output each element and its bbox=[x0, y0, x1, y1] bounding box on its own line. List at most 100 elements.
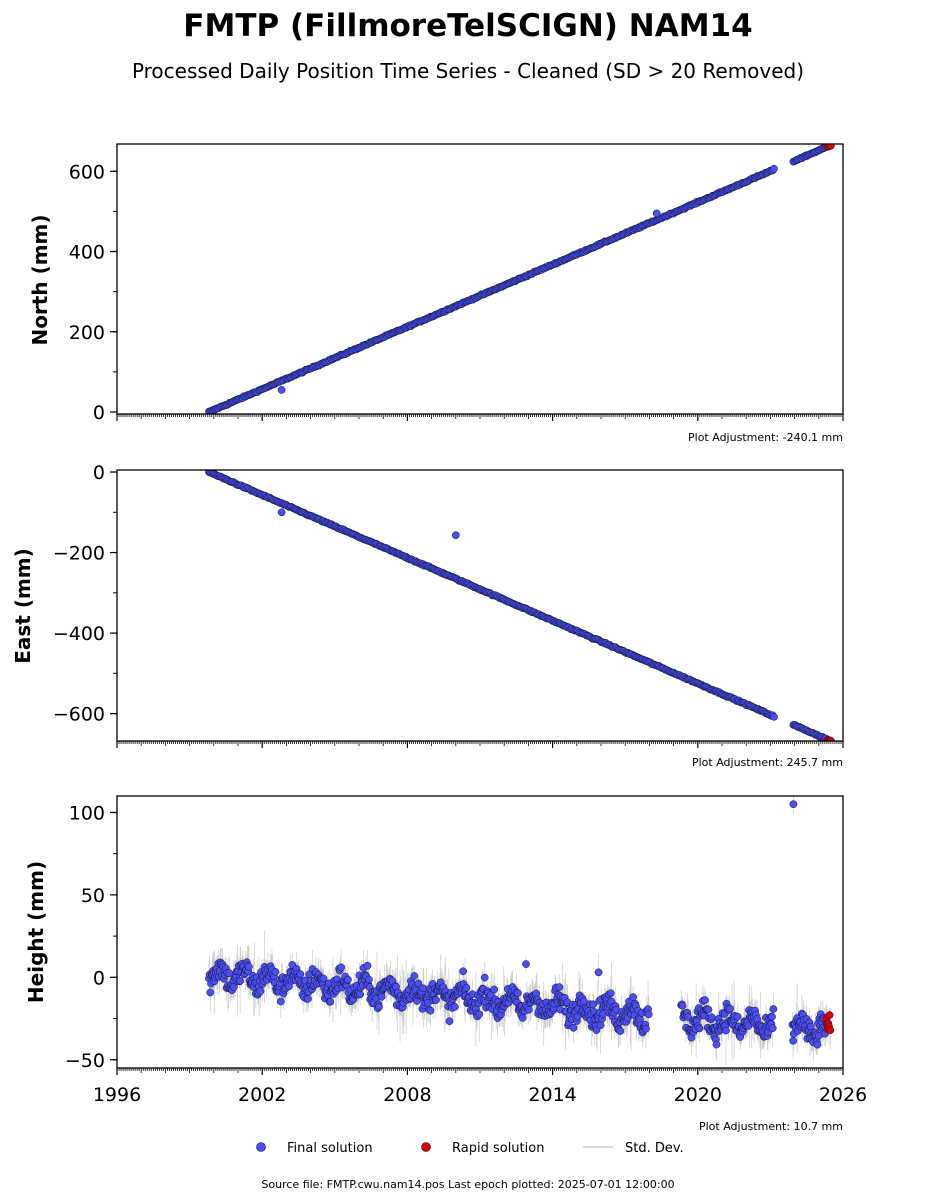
final-point bbox=[514, 989, 522, 997]
legend-label-stddev: Std. Dev. bbox=[625, 1141, 684, 1156]
final-point bbox=[770, 164, 778, 173]
chart-subtitle: Processed Daily Position Time Series - C… bbox=[132, 59, 804, 83]
final-point bbox=[236, 976, 244, 985]
ytick-label: 400 bbox=[69, 242, 105, 264]
xtick-label: 2026 bbox=[819, 1084, 867, 1106]
final-point bbox=[304, 995, 312, 1003]
xtick-label: 2020 bbox=[674, 1084, 722, 1106]
final-point bbox=[356, 990, 364, 999]
ytick-label: 0 bbox=[93, 462, 105, 484]
final-point bbox=[813, 1040, 822, 1049]
rapid-point bbox=[826, 1026, 835, 1035]
rapid-point bbox=[827, 144, 835, 150]
legend-marker-rapid bbox=[421, 1142, 431, 1152]
final-point bbox=[277, 386, 286, 394]
final-point bbox=[414, 979, 423, 988]
final-point bbox=[768, 1012, 776, 1021]
final-point bbox=[480, 973, 489, 982]
series-points bbox=[205, 796, 835, 1065]
ylabel-height: Height (mm) bbox=[24, 861, 48, 1003]
xtick-label: 2008 bbox=[383, 1084, 431, 1106]
final-point bbox=[524, 1005, 533, 1014]
final-point bbox=[277, 508, 286, 517]
ytick-label: 0 bbox=[93, 967, 105, 989]
ylabel-north: North (mm) bbox=[28, 214, 52, 345]
ylabel-east: East (mm) bbox=[11, 548, 35, 664]
legend-label-rapid: Rapid solution bbox=[452, 1141, 544, 1156]
final-point bbox=[230, 983, 238, 991]
final-point bbox=[532, 989, 541, 998]
xtick-label: 2002 bbox=[238, 1084, 286, 1106]
final-point bbox=[337, 963, 345, 972]
final-point bbox=[451, 1003, 459, 1011]
xtick-label: 1996 bbox=[93, 1084, 141, 1106]
xtick-label: 2014 bbox=[528, 1084, 576, 1106]
final-point bbox=[592, 1026, 601, 1034]
chart-title: FMTP (FillmoreTelSCIGN) NAM14 bbox=[183, 8, 752, 44]
final-point bbox=[271, 968, 280, 976]
final-point bbox=[475, 1010, 484, 1019]
adjustment-label-height: Plot Adjustment: 10.7 mm bbox=[699, 1120, 843, 1133]
final-point bbox=[432, 996, 440, 1004]
final-point bbox=[419, 984, 427, 993]
legend-marker-final bbox=[256, 1142, 266, 1152]
ytick-label: 200 bbox=[69, 322, 105, 344]
final-point bbox=[276, 997, 285, 1006]
final-point bbox=[445, 1017, 454, 1026]
adjustment-label-east: Plot Adjustment: 245.7 mm bbox=[692, 756, 843, 769]
rapid-point bbox=[825, 1011, 834, 1019]
final-point bbox=[629, 993, 637, 1001]
final-point bbox=[569, 1023, 578, 1032]
ytick-label: 0 bbox=[93, 402, 105, 424]
height-panel: 100 50 0 −50 1996 2002 2008 2014 2020 2026 bbox=[65, 795, 867, 1106]
north-panel: 0 200 400 600 bbox=[69, 143, 844, 424]
final-point bbox=[426, 1006, 435, 1015]
final-point bbox=[726, 1004, 734, 1013]
ytick-label: −400 bbox=[53, 623, 105, 645]
final-point bbox=[770, 712, 778, 721]
final-point bbox=[789, 1036, 797, 1045]
final-point bbox=[768, 1024, 777, 1033]
series-points bbox=[205, 470, 835, 741]
final-point bbox=[594, 968, 603, 977]
final-point bbox=[712, 1040, 721, 1049]
final-point bbox=[490, 985, 499, 994]
final-point bbox=[769, 1005, 778, 1013]
source-footer: Source file: FMTP.cwu.nam14.pos Last epo… bbox=[261, 1178, 674, 1191]
east-panel: 0 −200 −400 −600 bbox=[53, 462, 844, 748]
final-point bbox=[459, 967, 467, 976]
final-point bbox=[606, 989, 615, 998]
final-point bbox=[365, 975, 373, 984]
final-point bbox=[642, 1024, 650, 1033]
final-point bbox=[701, 996, 709, 1004]
final-point bbox=[644, 1010, 653, 1019]
final-point bbox=[573, 1012, 582, 1021]
final-point bbox=[707, 1013, 716, 1022]
final-point bbox=[225, 969, 234, 978]
final-point bbox=[410, 972, 419, 980]
final-point bbox=[377, 992, 386, 1001]
adjustment-label-north: Plot Adjustment: -240.1 mm bbox=[688, 431, 843, 444]
ytick-label: −600 bbox=[53, 704, 105, 726]
final-point bbox=[522, 960, 530, 968]
ytick-label: 600 bbox=[69, 161, 105, 183]
ytick-label: 50 bbox=[81, 885, 105, 907]
final-point bbox=[375, 1002, 383, 1011]
final-point bbox=[518, 1014, 527, 1022]
final-point bbox=[296, 970, 305, 979]
final-point bbox=[326, 997, 335, 1006]
final-point bbox=[363, 961, 372, 970]
ytick-label: −50 bbox=[65, 1050, 105, 1072]
final-point bbox=[256, 987, 265, 995]
final-point bbox=[695, 1024, 704, 1033]
final-point bbox=[678, 1001, 687, 1010]
ytick-label: 100 bbox=[69, 802, 105, 824]
final-point bbox=[555, 983, 564, 991]
legend-label-final: Final solution bbox=[287, 1141, 373, 1156]
final-point bbox=[789, 800, 798, 809]
final-point bbox=[616, 1027, 625, 1035]
final-point bbox=[206, 988, 215, 997]
final-point bbox=[344, 975, 352, 984]
final-point bbox=[319, 974, 328, 983]
